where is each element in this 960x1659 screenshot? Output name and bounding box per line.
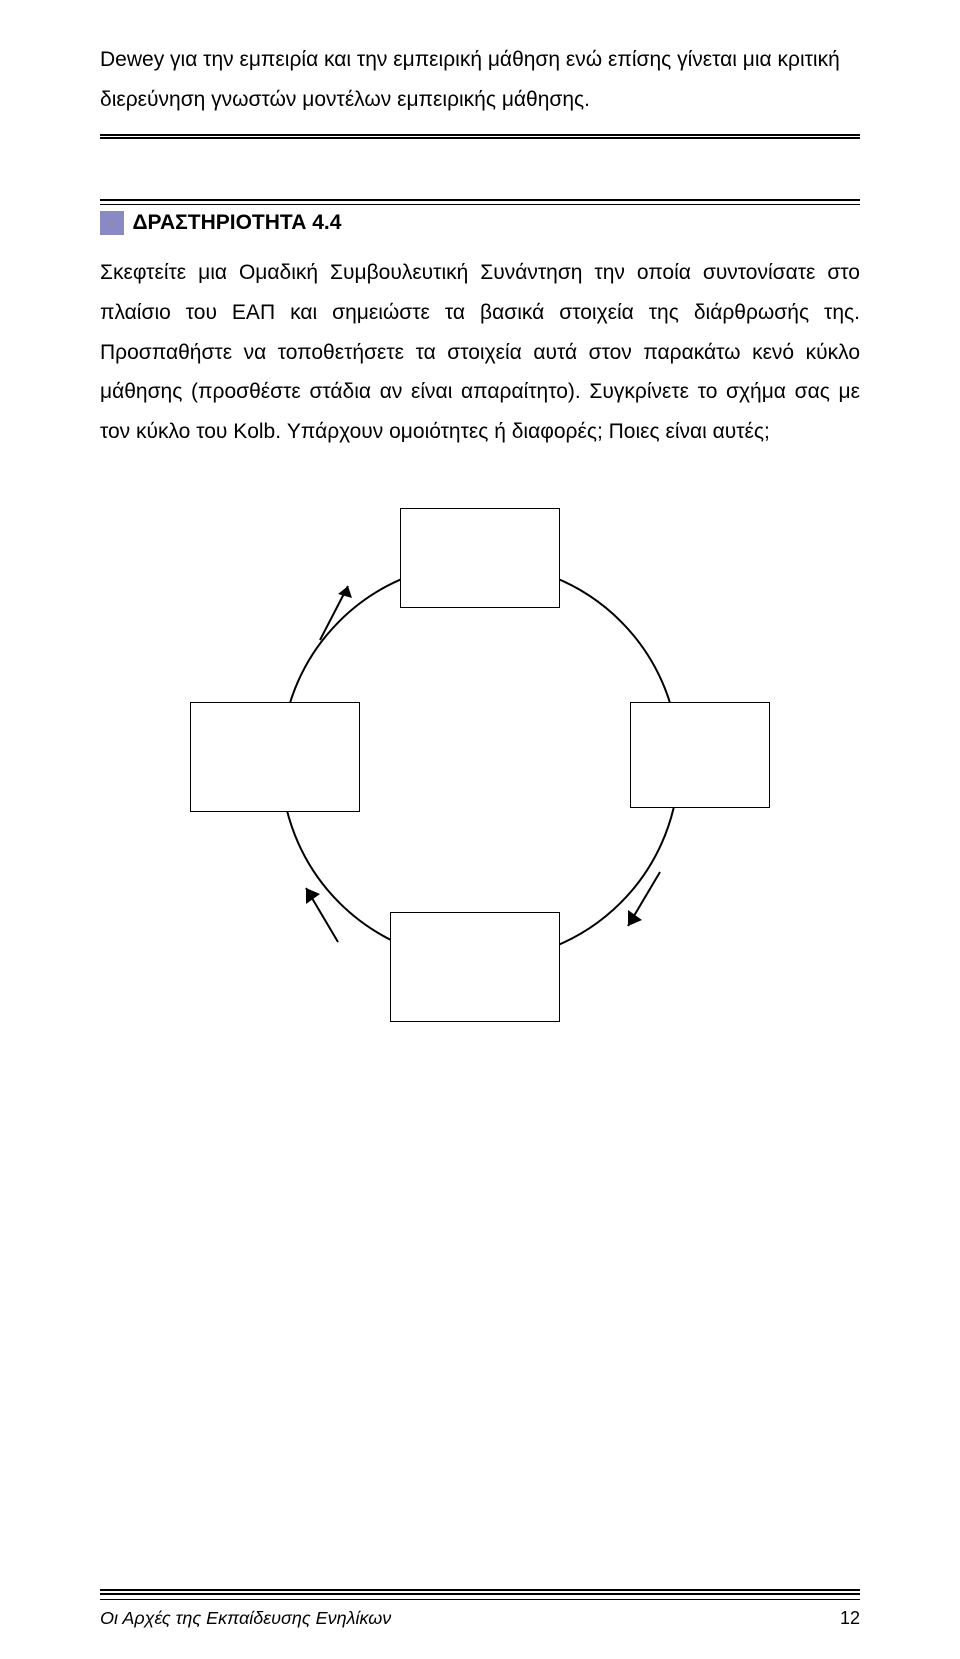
activity-heading-row: ΔΡΑΣΤΗΡΙΟΤΗΤΑ 4.4 bbox=[100, 211, 860, 235]
cycle-arrow-right-bottom bbox=[610, 862, 680, 957]
footer-page-number: 12 bbox=[840, 1608, 860, 1629]
cycle-box-bottom bbox=[390, 912, 560, 1022]
intro-paragraph: Dewey για την εμπειρία και την εμπειρική… bbox=[100, 40, 860, 120]
activity-title: ΔΡΑΣΤΗΡΙΟΤΗΤΑ 4.4 bbox=[132, 211, 341, 235]
cycle-box-left bbox=[190, 702, 360, 812]
footer-rule-thin bbox=[100, 1599, 860, 1600]
activity-color-stub bbox=[100, 211, 124, 235]
page-footer: Οι Αρχές της Εκπαίδευσης Ενηλίκων 12 bbox=[100, 1589, 860, 1629]
activity-rule bbox=[100, 199, 860, 205]
section-rule bbox=[100, 134, 860, 139]
footer-rule-thick bbox=[100, 1589, 860, 1595]
cycle-arrow-bottom-left bbox=[286, 872, 356, 967]
cycle-arrow-left-top bbox=[308, 572, 368, 657]
cycle-box-top bbox=[400, 508, 560, 608]
activity-body: Σκεφτείτε μια Ομαδική Συμβουλευτική Συνά… bbox=[100, 253, 860, 452]
footer-title: Οι Αρχές της Εκπαίδευσης Ενηλίκων bbox=[100, 1608, 391, 1629]
cycle-box-right bbox=[630, 702, 770, 808]
kolb-cycle-diagram bbox=[100, 502, 860, 1022]
activity-block: ΔΡΑΣΤΗΡΙΟΤΗΤΑ 4.4 Σκεφτείτε μια Ομαδική … bbox=[100, 199, 860, 452]
